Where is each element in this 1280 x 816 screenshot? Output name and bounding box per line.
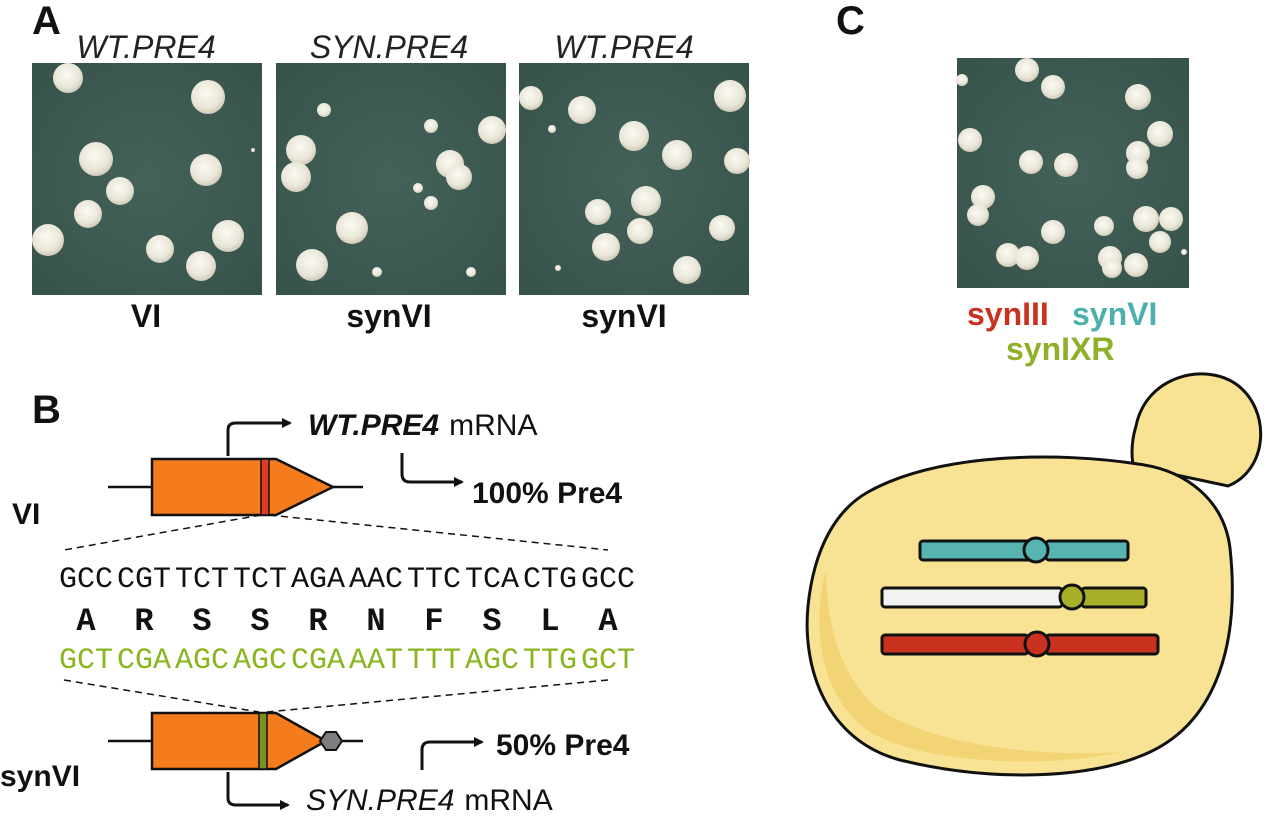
wt-codon-row: GCC CGT TCT TCT AGA AAC TTC TCA CTG GCC <box>59 563 635 597</box>
chromosome-synIII <box>880 630 1160 658</box>
amino-acid: S <box>250 603 269 640</box>
plate-1: WT.PRE4 VI <box>32 29 262 334</box>
wt-codon: AGA <box>291 563 345 597</box>
wt-codon: TCT <box>175 563 229 597</box>
wt-mrna-label: WT.PRE4 mRNA <box>308 409 537 442</box>
wt-promoter-arrow <box>226 418 292 456</box>
wt-codon: GCC <box>59 563 113 597</box>
yeast-cell <box>805 372 1263 777</box>
syn-codon: GCT <box>581 644 635 678</box>
amino-acid: L <box>540 603 559 640</box>
plate-c-colonies <box>956 58 1187 278</box>
amino-acid: N <box>366 603 385 640</box>
amino-acid: S <box>192 603 211 640</box>
wt-codon: GCC <box>581 563 635 597</box>
syn-mrna-gene: SYN.PRE4 <box>306 784 454 816</box>
syn-codon: AGC <box>175 644 229 678</box>
plate-3-title: WT.PRE4 <box>554 29 693 65</box>
syn-stop-hexagon <box>318 731 344 751</box>
plate-2-colonies <box>281 103 506 281</box>
syn-gene-diagram <box>108 711 484 810</box>
amino-acid: F <box>424 603 443 640</box>
yeast-bud <box>1130 372 1263 488</box>
plate-3-image <box>519 63 749 295</box>
syn-codon: CGA <box>117 644 171 678</box>
wt-mrna-suffix: mRNA <box>449 409 537 442</box>
wt-codon: AAC <box>349 563 403 597</box>
wt-codon: CTG <box>523 563 577 597</box>
chromosome-synVI <box>918 536 1130 564</box>
plate-c <box>956 58 1189 288</box>
plate-3-caption: synVI <box>581 298 666 334</box>
wt-mrna-gene: WT.PRE4 <box>308 409 439 442</box>
syn-codon: GCT <box>59 644 113 678</box>
amino-acid: S <box>482 603 501 640</box>
syn-promoter-arrow <box>226 772 290 810</box>
wt-codon: CGT <box>117 563 171 597</box>
syn-percent: 50% Pre4 <box>496 729 630 762</box>
syn-codon: TTG <box>523 644 577 678</box>
plate-3-colonies <box>519 80 750 284</box>
plate-1-caption: VI <box>131 298 161 334</box>
syn-codon: AGC <box>233 644 287 678</box>
yeast-mother-cell <box>805 455 1234 777</box>
zoom-lines <box>63 514 609 713</box>
syn-gene-arrow <box>150 711 329 771</box>
plate-1-title: WT.PRE4 <box>76 29 215 65</box>
syn-codon: AAT <box>349 644 403 678</box>
syn-codon: AGC <box>465 644 519 678</box>
amino-acid: A <box>76 603 96 640</box>
panel-c-letter: C <box>836 0 865 43</box>
wt-codon: TCA <box>465 563 519 597</box>
label-synVI: synVI <box>1072 296 1157 332</box>
syn-gene-mark <box>258 712 268 770</box>
label-synIII: synIII <box>967 296 1049 332</box>
plate-2-caption: synVI <box>346 298 431 334</box>
row-label-synvi: synVI <box>0 760 80 793</box>
wt-codon: TTC <box>407 563 461 597</box>
amino-acid: R <box>134 603 154 640</box>
wt-gene-arrow <box>150 457 336 517</box>
plate-2: SYN.PRE4 synVI <box>276 29 506 334</box>
panel-a-letter: A <box>32 0 61 43</box>
plate-3: WT.PRE4 synVI <box>519 29 750 334</box>
syn-codon-row: GCT CGA AGC AGC CGA AAT TTT AGC TTG GCT <box>59 644 635 678</box>
wt-codon: TCT <box>233 563 287 597</box>
row-label-vi: VI <box>12 498 40 531</box>
label-synIXR: synIXR <box>1006 331 1114 367</box>
wt-gene-mark <box>260 458 270 516</box>
panel-b-letter: B <box>32 388 61 432</box>
syn-product-arrow <box>420 737 484 770</box>
syn-mrna-label: SYN.PRE4 mRNA <box>306 784 553 816</box>
wt-product-arrow <box>400 453 464 487</box>
amino-acid: A <box>598 603 618 640</box>
syn-mrna-suffix: mRNA <box>464 784 552 816</box>
wt-percent: 100% Pre4 <box>472 477 622 510</box>
amino-acid: R <box>308 603 328 640</box>
syn-codon: CGA <box>291 644 345 678</box>
wt-gene-diagram <box>108 418 464 517</box>
syn-codon: TTT <box>407 644 461 678</box>
plate-2-title: SYN.PRE4 <box>310 29 468 65</box>
chromosome-synIXR <box>880 583 1148 611</box>
plate-1-colonies <box>32 63 255 281</box>
plate-1-image <box>32 63 262 295</box>
